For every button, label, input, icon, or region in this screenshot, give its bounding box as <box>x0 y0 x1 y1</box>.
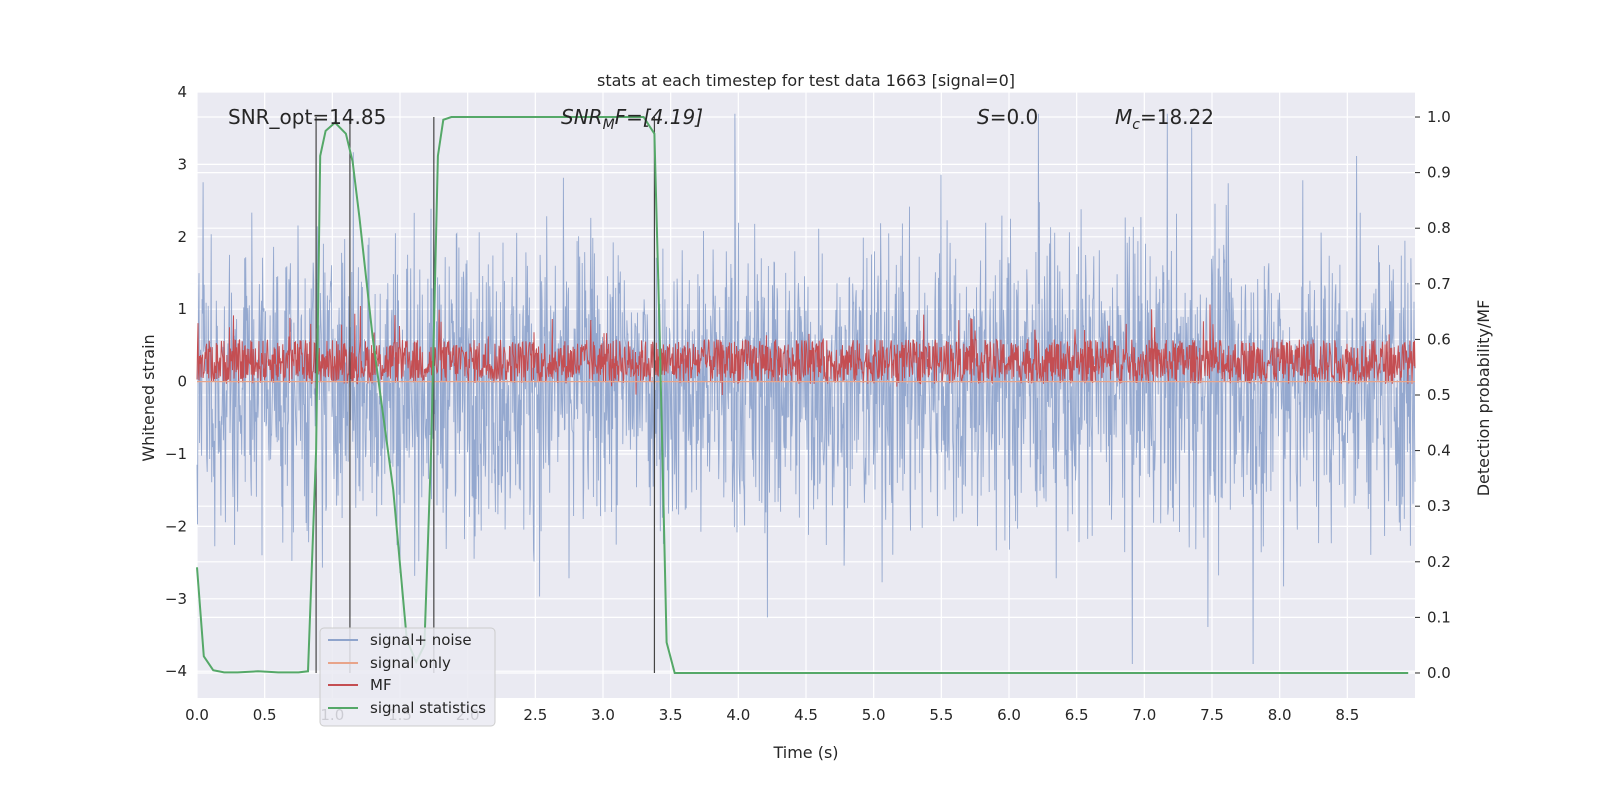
y-right-tick-label: 0.0 <box>1427 664 1451 682</box>
annotation-s: S=0.0 <box>977 105 1038 129</box>
annotation-snr-opt: SNR_opt=14.85 <box>228 105 386 129</box>
y-left-tick-label: −2 <box>165 517 187 535</box>
y-right-tick-label: 1.0 <box>1427 108 1451 126</box>
y-axis-left-label: Whitened strain <box>139 334 158 461</box>
x-tick-label: 7.0 <box>1132 706 1156 724</box>
x-tick-label: 8.0 <box>1268 706 1292 724</box>
y-right-tick-label: 0.5 <box>1427 386 1451 404</box>
x-tick-label: 4.5 <box>794 706 818 724</box>
y-right-tick-label: 0.2 <box>1427 553 1451 571</box>
x-tick-label: 6.0 <box>997 706 1021 724</box>
y-right-tick-label: 0.4 <box>1427 442 1451 460</box>
x-tick-label: 3.0 <box>591 706 615 724</box>
y-axis-right-label: Detection probability/MF <box>1474 300 1493 497</box>
y-right-tick-label: 0.7 <box>1427 275 1451 293</box>
y-right-tick-label: 0.1 <box>1427 608 1451 626</box>
y-left-tick-label: −3 <box>165 590 187 608</box>
y-left-tick-label: 4 <box>177 83 187 101</box>
y-left-tick-label: 1 <box>177 300 187 318</box>
s-label: S <box>977 105 990 129</box>
x-tick-label: 0.0 <box>185 706 209 724</box>
chart-title: stats at each timestep for test data 166… <box>597 71 1015 90</box>
tick-labels: 0.00.51.01.52.02.53.03.54.04.55.05.56.06… <box>165 83 1451 724</box>
y-left-tick-label: 3 <box>177 155 187 173</box>
mf-series <box>196 304 1416 396</box>
s-value: =0.0 <box>990 105 1039 129</box>
y-left-tick-label: 0 <box>177 373 187 391</box>
y-left-tick-label: −1 <box>165 445 187 463</box>
x-tick-label: 7.5 <box>1200 706 1224 724</box>
legend-box <box>319 627 496 727</box>
x-tick-label: 2.5 <box>523 706 547 724</box>
annotation-mc: Mc=18.22 <box>1115 105 1214 133</box>
mc-sub: c <box>1132 117 1140 133</box>
legend-label-signal-only: signal only <box>370 654 451 672</box>
x-tick-label: 4.0 <box>726 706 750 724</box>
legend: signal+ noise signal only MF signal stat… <box>319 627 496 727</box>
snr-mf-sub: M <box>603 117 615 133</box>
x-tick-label: 6.5 <box>1065 706 1089 724</box>
y-left-tick-label: −4 <box>165 662 187 680</box>
legend-label-signal-noise: signal+ noise <box>370 631 472 649</box>
mf-line <box>196 304 1416 396</box>
annotation-snr-mf: SNRMF=[4.19] <box>561 105 703 133</box>
y-left-tick-label: 2 <box>177 228 187 246</box>
x-tick-label: 0.5 <box>253 706 277 724</box>
x-tick-label: 5.0 <box>862 706 886 724</box>
x-tick-label: 5.5 <box>929 706 953 724</box>
x-tick-label: 3.5 <box>659 706 683 724</box>
legend-label-signal-statistics: signal statistics <box>370 699 486 717</box>
mc-value: =18.22 <box>1140 105 1214 129</box>
y-right-tick-label: 0.3 <box>1427 497 1451 515</box>
y-right-tick-label: 0.6 <box>1427 330 1451 348</box>
x-axis-label: Time (s) <box>772 743 838 762</box>
snr-mf-label: SNR <box>561 105 603 129</box>
legend-label-mf: MF <box>370 676 392 694</box>
y-right-tick-label: 0.8 <box>1427 219 1451 237</box>
snr-mf-rest: F=[4.19] <box>615 105 703 129</box>
x-tick-label: 8.5 <box>1335 706 1359 724</box>
y-right-tick-label: 0.9 <box>1427 164 1451 182</box>
mc-label: M <box>1115 105 1132 129</box>
